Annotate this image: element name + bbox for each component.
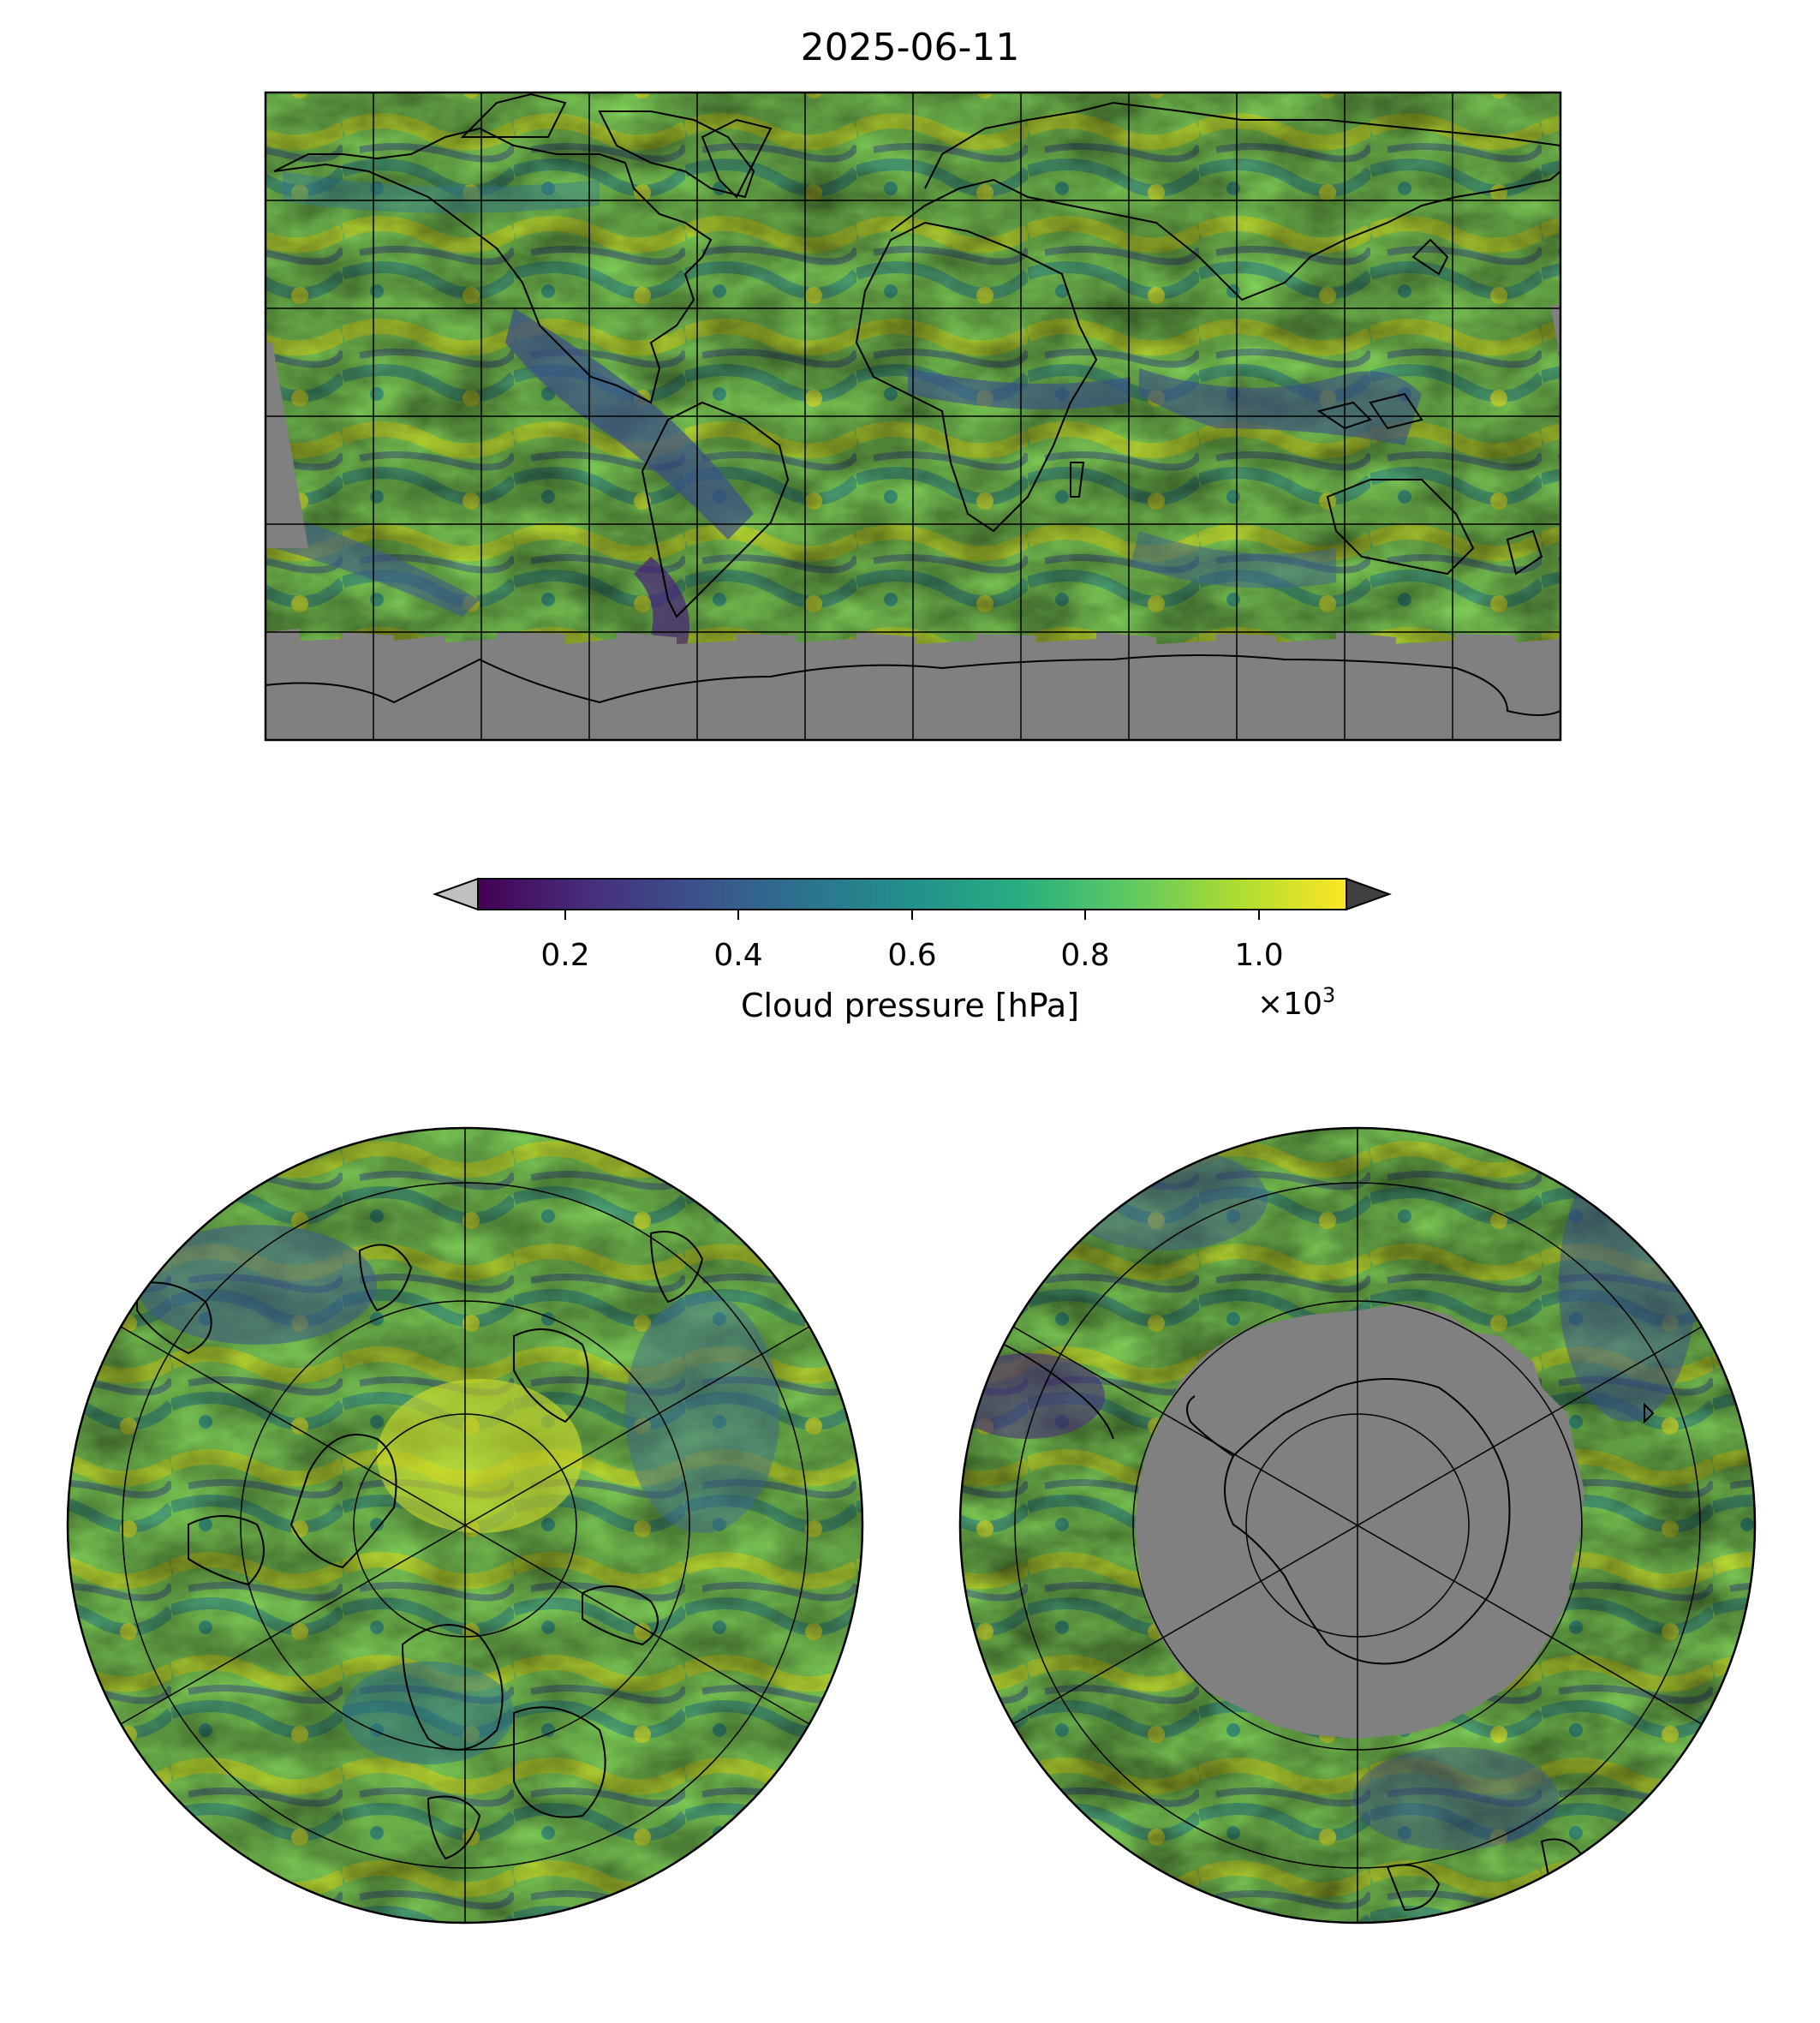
south-graticule bbox=[1012, 1128, 1703, 1923]
figure-title: 2025-06-11 bbox=[800, 26, 1020, 69]
north-polar-frame bbox=[66, 1126, 864, 1925]
colorbar-tick-label: 0.2 bbox=[540, 938, 590, 973]
north-polar-map bbox=[68, 1128, 862, 1923]
colorbar-multiplier-exponent: 3 bbox=[1322, 983, 1336, 1007]
global-coastlines bbox=[266, 92, 1560, 716]
colorbar-multiplier: ×103 bbox=[1257, 983, 1335, 1022]
colorbar-gradient bbox=[477, 878, 1347, 910]
colorbar bbox=[433, 877, 1392, 920]
colorbar-tick-label: 0.6 bbox=[887, 938, 937, 973]
south-polar-frame bbox=[958, 1126, 1757, 1925]
colorbar-tick-label: 0.4 bbox=[713, 938, 763, 973]
north-graticule bbox=[120, 1128, 810, 1923]
global-graticule bbox=[266, 92, 1560, 740]
south-polar-map bbox=[960, 1128, 1755, 1923]
colorbar-tick-label: 0.8 bbox=[1060, 938, 1110, 973]
global-map-frame bbox=[264, 91, 1562, 742]
colorbar-under-extend bbox=[433, 877, 479, 911]
north-coastlines bbox=[136, 1231, 704, 1860]
global-map bbox=[266, 92, 1560, 740]
colorbar-multiplier-base: ×10 bbox=[1257, 987, 1322, 1022]
colorbar-over-extend bbox=[1346, 877, 1392, 911]
colorbar-label: Cloud pressure [hPa] bbox=[740, 987, 1080, 1024]
colorbar-tick-label: 1.0 bbox=[1234, 938, 1284, 973]
